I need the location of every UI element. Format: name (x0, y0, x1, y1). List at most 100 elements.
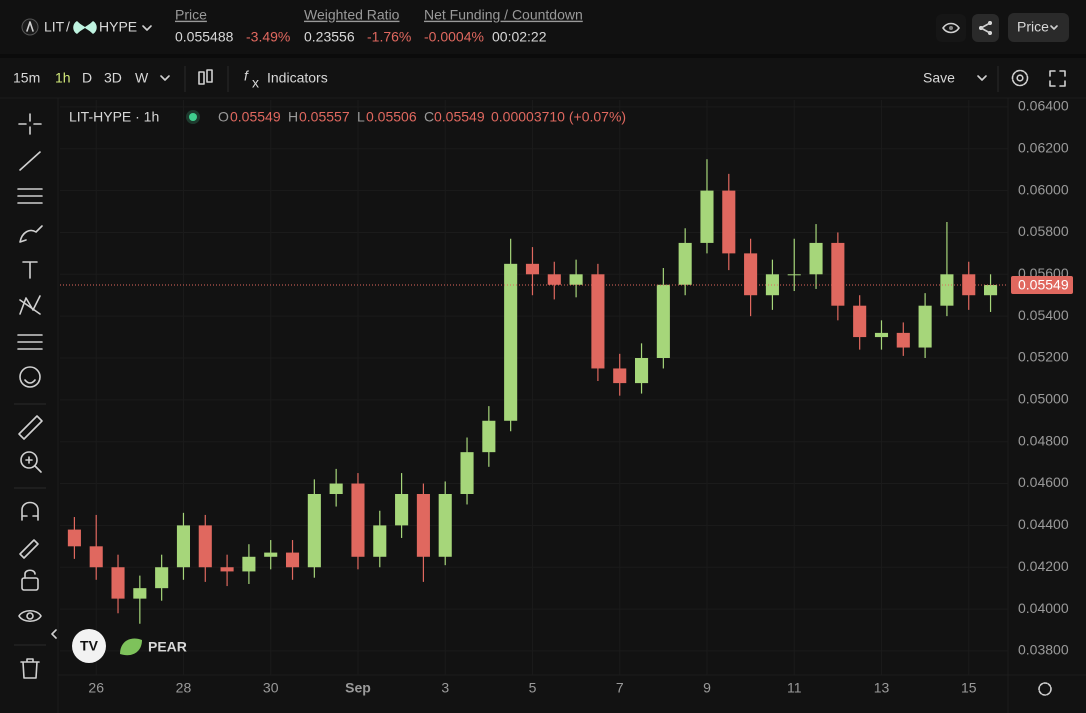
candle-body (874, 332, 889, 338)
pattern-tool[interactable] (19, 295, 41, 315)
candle-body (896, 332, 910, 348)
lock-drawing-tool[interactable] (19, 539, 39, 559)
save-button[interactable]: Save (923, 70, 955, 86)
eye-button[interactable] (936, 14, 966, 42)
zoom-tool[interactable] (20, 451, 38, 469)
ruler-tool[interactable] (18, 415, 43, 440)
candle-body (460, 452, 474, 495)
interval-active[interactable]: 1h (55, 70, 71, 86)
eye-icon (942, 22, 960, 34)
stat-change: -1.76% (367, 29, 411, 45)
interval[interactable]: 3D (104, 70, 122, 86)
pair-separator: / (66, 19, 70, 35)
ohlc-value: 0.05506 (366, 109, 417, 125)
y-tick-label: 0.05800 (1018, 223, 1069, 239)
axis-settings[interactable] (1038, 682, 1052, 696)
text-tool[interactable] (22, 261, 38, 279)
interval[interactable]: 15m (13, 70, 40, 86)
y-tick-label: 0.06000 (1018, 181, 1069, 197)
x-tick-label: 15 (961, 680, 977, 696)
y-tick-label: 0.04800 (1018, 432, 1069, 448)
candle-body (504, 263, 518, 421)
stat-ratio: Weighted Ratio 0.23556 -1.76% (304, 7, 411, 45)
candle-body (220, 567, 234, 572)
candle-body (373, 525, 387, 557)
eye-pupil (949, 26, 953, 30)
candle-body (940, 274, 954, 306)
candle-body (809, 242, 823, 275)
candle-body (395, 494, 409, 526)
delete-tool[interactable] (20, 658, 40, 679)
candle-body (133, 588, 147, 599)
candle-body (831, 242, 845, 306)
y-tick-label: 0.04200 (1018, 558, 1069, 574)
candle-body (962, 274, 976, 296)
interval[interactable]: D (82, 70, 92, 86)
fib-tool[interactable] (17, 188, 43, 204)
lock-tool[interactable] (21, 577, 39, 591)
interval-chevron[interactable] (160, 75, 170, 81)
candle-body (198, 525, 212, 568)
save-chevron[interactable] (977, 75, 987, 81)
candle-body (569, 274, 583, 285)
emoji-tool[interactable] (19, 366, 41, 388)
lock-shackle (24, 569, 36, 579)
hide-tool[interactable] (18, 609, 42, 623)
brush-tool[interactable] (19, 225, 43, 243)
x-tick-label: 13 (874, 680, 890, 696)
candle-body (242, 556, 256, 572)
tv-logo-bg (72, 629, 106, 663)
trendline-tool[interactable] (19, 151, 41, 171)
tv-logo: TV (80, 638, 99, 654)
share-button[interactable] (972, 14, 999, 42)
share-lines (980, 22, 991, 34)
stat-countdown: 00:02:22 (492, 29, 547, 45)
candles (60, 159, 1008, 624)
last-price-tag (1011, 275, 1073, 294)
chart-type-button[interactable] (198, 69, 213, 85)
x-tick-label: Sep (345, 680, 371, 696)
symbol-label: LIT-HYPE · 1h (69, 109, 159, 125)
y-tick-label: 0.04600 (1018, 474, 1069, 490)
price-button[interactable]: Price (1008, 13, 1069, 42)
stat-change: -3.49% (246, 29, 290, 45)
drawing-tools (14, 113, 46, 679)
stat-label: Weighted Ratio (304, 7, 400, 23)
candle-body (656, 284, 670, 358)
lit-logo-mark (26, 21, 34, 32)
fx-icon: f (244, 68, 250, 84)
hype-logo (73, 21, 97, 34)
settings-button[interactable] (1011, 69, 1029, 87)
interval[interactable]: W (135, 70, 149, 86)
crosshair-tool[interactable] (18, 113, 42, 135)
candle-body (351, 483, 365, 557)
pair-quote: HYPE (99, 19, 137, 35)
ohlc-value: 0.05549 (230, 109, 281, 125)
candle-body (678, 242, 692, 285)
x-tick-label: 7 (616, 680, 624, 696)
x-tick-label: 28 (176, 680, 192, 696)
status-dot (189, 113, 197, 121)
chart-panel (0, 58, 1086, 713)
candle-body (307, 494, 321, 568)
candle-body (744, 253, 758, 296)
candle-body (547, 274, 561, 285)
x-tick-label: 11 (787, 680, 802, 696)
pair-selector[interactable]: LIT / HYPE (21, 18, 152, 36)
y-tick-label: 0.04000 (1018, 600, 1069, 616)
last-price-label: 0.05549 (1018, 277, 1069, 293)
stat-label: Net Funding / Countdown (424, 7, 583, 23)
prediction-tool[interactable] (17, 334, 43, 350)
y-tick-label: 0.04400 (1018, 516, 1069, 532)
interval-toolbar: 15m 1h D 3D W f x Indicators Save (13, 66, 1066, 92)
y-tick-label: 0.06400 (1018, 98, 1069, 114)
pear-leaf (120, 638, 142, 656)
candle-icon (198, 71, 205, 85)
stat-price: Price 0.055488 -3.49% (175, 7, 290, 45)
collapse-toggle[interactable] (51, 629, 57, 639)
magnet-tool[interactable] (21, 501, 39, 521)
ohlc-value: 0.05557 (299, 109, 350, 125)
indicators-button[interactable]: f x Indicators (244, 68, 328, 91)
fullscreen-button[interactable] (1049, 70, 1066, 87)
